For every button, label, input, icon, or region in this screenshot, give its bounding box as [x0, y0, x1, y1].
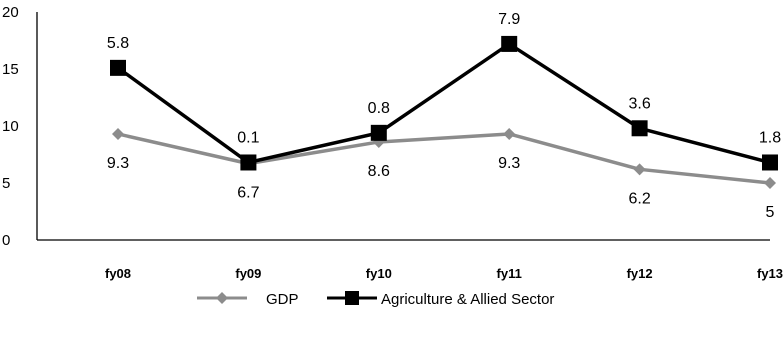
data-labels: 9.3 6.7 8.6 9.3 6.2 5 5.8 0.1 0.8 7.9 3.6 1.8	[107, 11, 781, 221]
agriculture-data-label: 7.9	[498, 11, 520, 28]
legend-gdp-label: GDP	[266, 291, 299, 308]
agriculture-point	[110, 59, 126, 76]
gdp-point	[503, 127, 516, 140]
x-tick-label: fy12	[627, 266, 653, 281]
agriculture-point	[240, 154, 257, 171]
x-tick-label: fy13	[757, 266, 783, 281]
legend-agri-marker	[345, 291, 359, 305]
series-line-agriculture	[116, 41, 771, 165]
agriculture-data-label: 5.8	[107, 35, 129, 52]
agriculture-point	[501, 35, 518, 52]
gdp-data-label: 9.3	[107, 155, 129, 172]
agriculture-data-label: 0.8	[368, 100, 390, 117]
y-tick-label: 0	[2, 232, 10, 249]
legend: GDP Agriculture & Allied Sector	[197, 291, 554, 308]
series-markers	[110, 35, 778, 189]
x-tick-label: fy10	[366, 266, 392, 281]
agriculture-data-label: 1.8	[759, 129, 781, 146]
gdp-point	[112, 127, 124, 140]
gdp-data-label: 9.3	[498, 155, 520, 172]
axes	[36, 12, 770, 241]
y-tick-label: 20	[2, 4, 19, 21]
agriculture-point	[631, 120, 648, 137]
x-tick-label: fy09	[235, 266, 261, 281]
legend-gdp-marker	[216, 292, 228, 304]
x-tick-label: fy11	[497, 266, 522, 281]
legend-agri-label: Agriculture & Allied Sector	[381, 291, 554, 308]
x-tick-labels: fy08 fy09 fy10 fy11 fy12 fy13	[105, 266, 783, 281]
y-tick-labels: 0 5 10 15 20	[2, 4, 19, 249]
series-line-gdp	[117, 132, 771, 185]
agriculture-point	[762, 154, 778, 171]
gdp-point	[633, 163, 646, 176]
agriculture-data-label: 3.6	[628, 95, 650, 112]
x-tick-label: fy08	[105, 266, 131, 281]
gdp-data-label: 8.6	[368, 163, 390, 180]
gdp-point	[764, 177, 776, 189]
y-tick-label: 10	[2, 118, 19, 135]
gdp-data-label: 6.7	[237, 185, 259, 202]
agriculture-point	[370, 124, 387, 141]
y-tick-label: 5	[2, 175, 10, 192]
gdp-data-label: 6.2	[628, 190, 650, 207]
gdp-data-label: 5	[766, 204, 775, 221]
series-lines	[116, 41, 771, 185]
y-tick-label: 15	[2, 61, 19, 78]
agriculture-data-label: 0.1	[237, 129, 259, 146]
